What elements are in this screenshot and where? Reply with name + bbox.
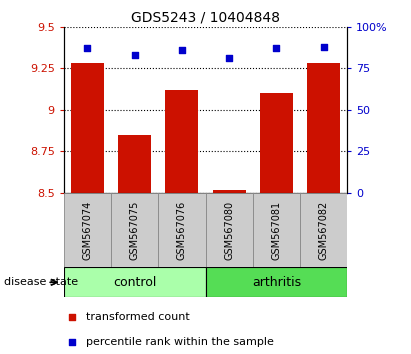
Point [273,45,279,51]
Text: GDS5243 / 10404848: GDS5243 / 10404848 [131,11,280,25]
Bar [253,193,300,267]
Text: GSM567082: GSM567082 [319,200,329,260]
Text: percentile rank within the sample: percentile rank within the sample [86,337,274,347]
Point [321,44,327,49]
Bar [111,193,158,267]
Bar [206,193,253,267]
Text: control: control [113,276,156,289]
Text: GSM567074: GSM567074 [82,200,92,260]
Bar [206,267,347,297]
Text: GSM567075: GSM567075 [129,200,140,260]
Bar [71,63,104,193]
Point [226,55,233,61]
Bar [64,193,111,267]
Bar [158,193,206,267]
Point [132,52,138,58]
Text: arthritis: arthritis [252,276,301,289]
Text: disease state: disease state [4,277,78,287]
Text: GSM567076: GSM567076 [177,200,187,260]
Point [69,314,76,320]
Bar [260,93,293,193]
Text: transformed count: transformed count [86,312,190,322]
Bar [165,90,199,193]
Point [178,47,185,53]
Point [84,45,90,51]
Point [69,339,76,344]
Bar [307,63,340,193]
Text: GSM567081: GSM567081 [271,200,282,260]
Bar [64,267,206,297]
Text: GSM567080: GSM567080 [224,200,234,260]
Bar [300,193,347,267]
Bar [212,190,246,193]
Bar [118,135,151,193]
